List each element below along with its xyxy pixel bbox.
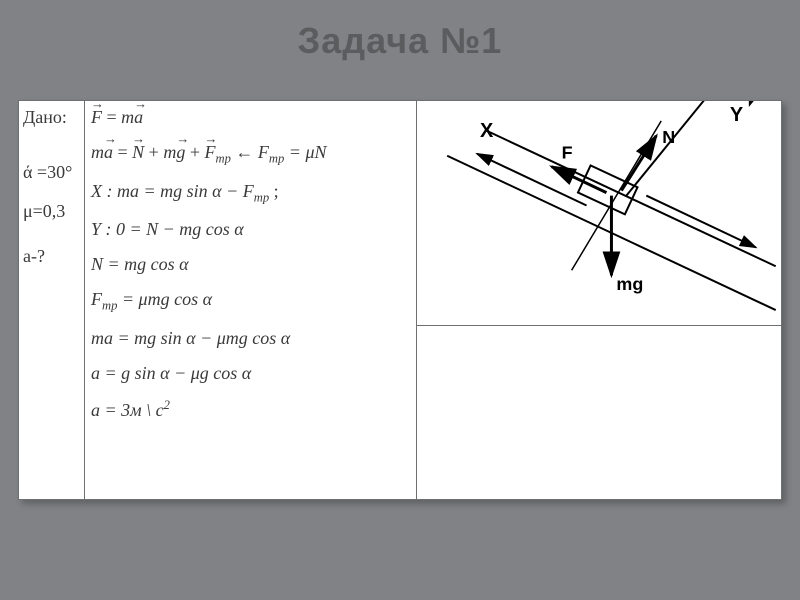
right-column: X Y F N mg xyxy=(417,101,781,499)
empty-panel xyxy=(417,326,781,499)
label-mg: mg xyxy=(616,274,643,294)
eq-8: a = g sin α − μg cos α xyxy=(91,363,410,384)
diagram-panel: X Y F N mg xyxy=(417,101,781,326)
eq-5: N = mg cos α xyxy=(91,254,410,275)
label-f: F xyxy=(562,143,573,163)
eq-6: Fтр = μmg cos α xyxy=(91,289,410,314)
given-alpha: ά =30° xyxy=(23,162,80,183)
eq-7: ma = mg sin α − μmg cos α xyxy=(91,328,410,349)
given-find: a-? xyxy=(23,246,80,267)
eq-1: F = ma xyxy=(91,107,410,128)
given-header: Дано: xyxy=(23,107,80,128)
page-title: Задача №1 xyxy=(0,0,800,82)
eq-2: ma = N + mg + Fтр ← Fтр = μN xyxy=(91,142,410,167)
label-x: X xyxy=(480,120,494,142)
eq-4: Y : 0 = N − mg cos α xyxy=(91,219,410,240)
force-diagram: X Y F N mg xyxy=(417,101,781,325)
given-mu: μ=0,3 xyxy=(23,201,80,222)
label-y: Y xyxy=(730,104,743,126)
eq-3: X : ma = mg sin α − Fтр ; xyxy=(91,181,410,206)
label-n: N xyxy=(662,127,675,147)
eq-9: a = 3м \ с2 xyxy=(91,398,410,421)
solution-column: F = ma ma = N + mg + Fтр ← Fтр = μN X : … xyxy=(85,101,417,499)
problem-card: Дано: ά =30° μ=0,3 a-? F = ma ma = N + m… xyxy=(18,100,782,500)
given-column: Дано: ά =30° μ=0,3 a-? xyxy=(19,101,85,499)
